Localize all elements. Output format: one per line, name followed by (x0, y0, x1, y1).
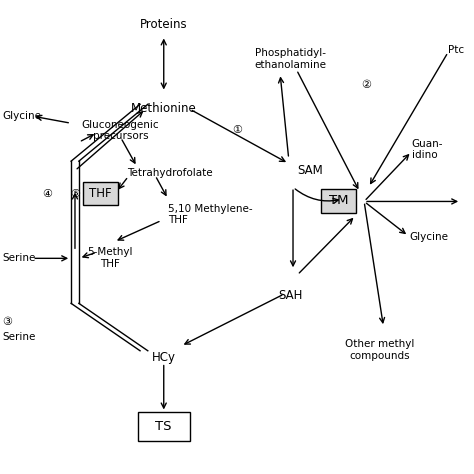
Text: ②: ② (361, 80, 371, 91)
Text: Glycine: Glycine (2, 111, 41, 121)
FancyBboxPatch shape (83, 182, 118, 205)
Text: Proteins: Proteins (140, 18, 188, 31)
Text: ①: ① (232, 125, 242, 136)
FancyBboxPatch shape (321, 189, 356, 213)
Text: Gluconeogenic
precursors: Gluconeogenic precursors (82, 119, 159, 141)
Text: Serine: Serine (2, 253, 36, 264)
Text: HCy: HCy (152, 351, 176, 364)
Text: SAM: SAM (297, 164, 323, 177)
Text: Phosphatidyl-
ethanolamine: Phosphatidyl- ethanolamine (255, 48, 327, 70)
Text: Methionine: Methionine (131, 102, 197, 115)
Text: ⑤: ⑤ (71, 189, 81, 199)
Text: Other methyl
compounds: Other methyl compounds (345, 339, 414, 361)
Text: Ptc: Ptc (448, 45, 464, 55)
Text: Guan-
idino: Guan- idino (411, 138, 443, 160)
Text: 5-Methyl
THF: 5-Methyl THF (87, 247, 133, 269)
Text: TS: TS (155, 420, 172, 433)
Text: Glycine: Glycine (410, 232, 448, 242)
Text: 5,10 Methylene-
THF: 5,10 Methylene- THF (168, 204, 253, 226)
Text: THF: THF (89, 187, 112, 201)
Text: ③: ③ (2, 317, 12, 328)
Text: Tetrahydrofolate: Tetrahydrofolate (127, 168, 213, 178)
Text: ④: ④ (42, 189, 53, 200)
Text: TM: TM (329, 194, 348, 208)
Text: Serine: Serine (2, 332, 36, 343)
FancyBboxPatch shape (138, 412, 190, 441)
Text: SAH: SAH (279, 289, 303, 302)
